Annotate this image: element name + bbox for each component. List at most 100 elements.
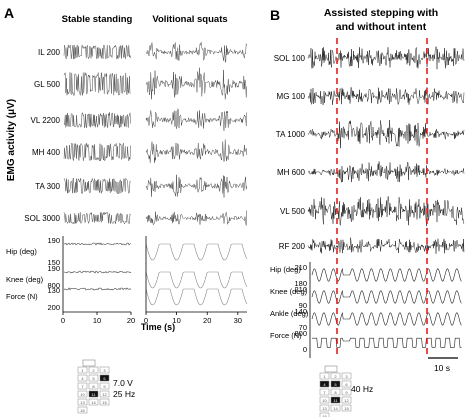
electrode-cell — [330, 380, 341, 388]
electrode-number: 7 — [81, 384, 84, 389]
electrode-cell — [77, 390, 88, 398]
emg-trace-stable — [63, 211, 131, 225]
panel-b-channel-labels: SOL 100 MG 100 TA 1000 MH 600 VL 500 RF 200 — [274, 54, 306, 251]
emg-channel-label: MH 400 — [32, 148, 61, 157]
kin-trace-squats — [145, 243, 248, 261]
emg-channel-label: SOL 100 — [274, 54, 306, 63]
emg-channel-label: MG 100 — [277, 92, 306, 101]
emg-axis-title: EMG activity (μV) — [6, 99, 17, 181]
electrode-cell — [88, 374, 99, 382]
stim-voltage-a: 7.0 V — [113, 378, 133, 388]
electrode-number: 4 — [323, 382, 326, 387]
kin-range-top: 800 — [294, 329, 307, 338]
electrode-number: 4 — [81, 376, 84, 381]
emg-channel-label: VL 2200 — [30, 116, 60, 125]
electrode-cell — [319, 396, 330, 404]
electrode-number: 11 — [91, 392, 96, 397]
electrode-cell — [77, 398, 88, 406]
electrode-cell — [77, 406, 88, 414]
kin-channel-label: Knee (deg) — [6, 275, 44, 284]
electrode-cell — [330, 396, 341, 404]
kin-range-bottom: 150 — [47, 258, 60, 267]
electrode-number: 2 — [334, 374, 337, 379]
kin-channel-label: Force (N) — [6, 292, 38, 301]
x-tick-label: 20 — [127, 316, 135, 325]
electrode-number: 16 — [80, 408, 85, 413]
electrode-number: 1 — [323, 374, 326, 379]
electrode-top — [324, 365, 338, 373]
emg-trace-stable — [63, 112, 131, 129]
emg-trace-stable — [63, 44, 131, 60]
electrode-cell — [99, 374, 110, 382]
panel-a-channel-labels: IL 200 GL 500 VL 2200 MH 400 TA 300 SOL 3000 — [24, 48, 60, 223]
kin-range-bottom: 70 — [299, 323, 307, 332]
electrode-cell — [341, 396, 352, 404]
kin-trace-stable — [63, 242, 132, 246]
electrode-number: 3 — [345, 374, 348, 379]
kin-trace-squats — [145, 288, 248, 306]
electrode-number: 9 — [345, 390, 348, 395]
panel-b-emg-traces — [307, 46, 465, 254]
x-tick-label: 10 — [93, 316, 101, 325]
x-tick-label: 0 — [144, 316, 148, 325]
electrode-number: 2 — [92, 368, 95, 373]
x-tick-label: 10 — [172, 316, 180, 325]
electrode-cell — [77, 374, 88, 382]
emg-trace-squats — [145, 42, 248, 63]
electrode-number: 12 — [102, 392, 107, 397]
electrode-number: 8 — [334, 390, 337, 395]
x-axis-label: Time (s) — [141, 322, 175, 332]
heading-b-line2: and without intent — [336, 21, 427, 33]
kin-range-top: 190 — [47, 264, 60, 273]
emg-trace-stepping — [307, 86, 465, 106]
x-tick-label: 20 — [203, 316, 211, 325]
electrode-cell — [99, 390, 110, 398]
kin-range-top: 210 — [294, 263, 307, 272]
emg-trace-stepping — [307, 196, 465, 227]
emg-trace-squats — [145, 174, 248, 198]
panel-b-letter: B — [270, 7, 280, 23]
emg-trace-stable — [63, 72, 131, 96]
emg-trace-squats — [145, 139, 248, 163]
electrode-cell — [77, 366, 88, 374]
electrode-cell — [77, 382, 88, 390]
electrode-cell — [330, 388, 341, 396]
electrode-cell — [330, 372, 341, 380]
kin-trace-stable — [63, 287, 132, 291]
scale-bar-label: 10 s — [434, 363, 450, 373]
emg-trace-stepping — [307, 119, 465, 149]
kin-trace-stable — [63, 270, 132, 274]
kin-range-top: 800 — [47, 281, 60, 290]
electrode-cell — [341, 404, 352, 412]
kin-channel-label: Knee (deg) — [270, 287, 308, 296]
emg-trace-squats — [145, 67, 248, 100]
stim-frequency-a: 25 Hz — [113, 389, 135, 399]
electrode-cell — [341, 372, 352, 380]
electrode-cell — [319, 380, 330, 388]
electrode-number: 6 — [345, 382, 348, 387]
kin-range-top: 190 — [47, 236, 60, 245]
emg-trace-stable — [63, 142, 131, 162]
electrode-number: 13 — [80, 400, 85, 405]
kin-trace-squats — [145, 271, 248, 289]
heading-b-line1: Assisted stepping with — [324, 7, 438, 19]
emg-channel-label: IL 200 — [38, 48, 60, 57]
electrode-cell — [341, 388, 352, 396]
electrode-cell — [341, 380, 352, 388]
panel-a-emg-traces — [63, 42, 248, 226]
kin-range-top: 210 — [294, 285, 307, 294]
kin-trace-stepping — [311, 289, 462, 304]
emg-channel-label: SOL 3000 — [24, 214, 60, 223]
electrode-number: 6 — [103, 376, 106, 381]
panel-a-x-ticks: 0 10 20 0 10 20 30 — [61, 312, 242, 325]
electrode-cell — [319, 412, 330, 417]
electrode-cell — [99, 382, 110, 390]
kin-trace-stepping — [312, 337, 462, 348]
x-tick-label: 0 — [61, 316, 65, 325]
emg-channel-label: VL 500 — [280, 207, 306, 216]
